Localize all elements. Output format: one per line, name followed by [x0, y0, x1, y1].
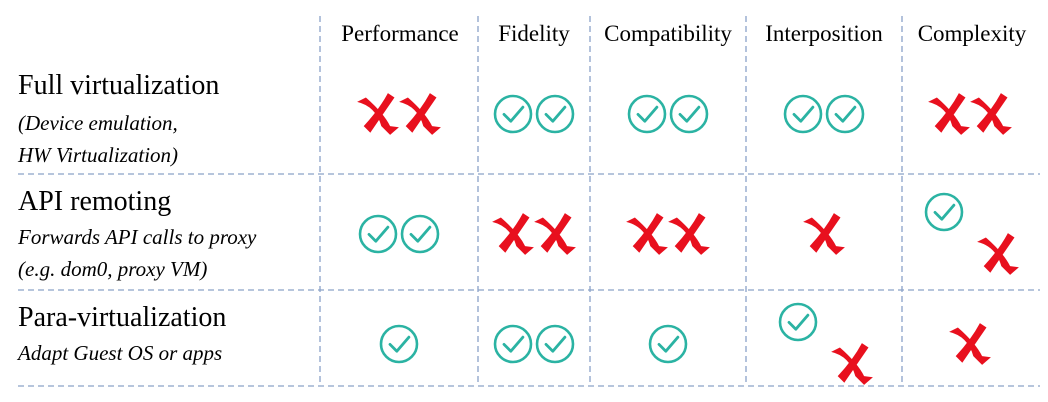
cross-icon — [803, 213, 845, 255]
column-header-performance: Performance — [341, 21, 459, 46]
check-icon — [400, 214, 440, 254]
cross-icon — [626, 213, 668, 255]
check-icon — [669, 94, 709, 134]
check-icon — [627, 94, 667, 134]
cross-icon — [668, 213, 710, 255]
column-header-complexity: Complexity — [917, 21, 1027, 46]
cross-icon — [949, 323, 991, 365]
cross-icon — [492, 213, 534, 255]
row-title-full-virtualization: Full virtualization — [18, 70, 220, 101]
cross-icon — [970, 93, 1012, 135]
cross-icon — [928, 93, 970, 135]
cross-icon — [831, 343, 873, 385]
check-icon — [535, 94, 575, 134]
cross-icon — [977, 233, 1019, 275]
row-title-api-remoting: API remoting — [18, 186, 172, 217]
check-icon — [535, 324, 575, 364]
column-header-fidelity: Fidelity — [498, 21, 570, 46]
check-icon — [924, 192, 964, 232]
cross-icon — [399, 93, 441, 135]
row-title-para-virtualization: Para-virtualization — [18, 302, 227, 333]
check-icon — [493, 324, 533, 364]
row-subtitle-line: HW Virtualization) — [18, 143, 179, 167]
column-header-interposition: Interposition — [765, 21, 883, 46]
cross-icon — [534, 213, 576, 255]
check-icon — [778, 302, 818, 342]
row-subtitle-line: Forwards API calls to proxy — [18, 225, 257, 249]
check-icon — [783, 94, 823, 134]
check-icon — [493, 94, 533, 134]
row-subtitle-line: (e.g. dom0, proxy VM) — [18, 257, 208, 281]
check-icon — [825, 94, 865, 134]
cross-icon — [357, 93, 399, 135]
row-subtitle-line: (Device emulation, — [18, 111, 178, 135]
check-icon — [648, 324, 688, 364]
column-header-compatibility: Compatibility — [604, 21, 732, 46]
row-subtitle-line: Adapt Guest OS or apps — [18, 341, 223, 365]
check-icon — [358, 214, 398, 254]
check-icon — [379, 324, 419, 364]
